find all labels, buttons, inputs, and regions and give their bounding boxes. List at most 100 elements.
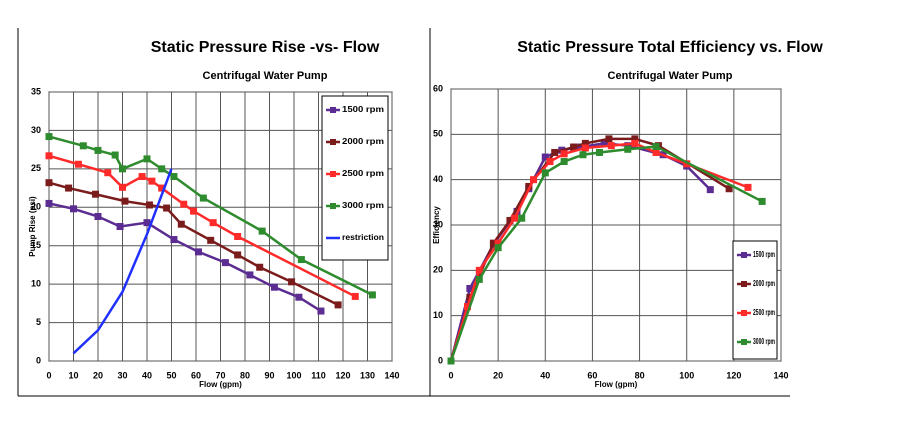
data-point <box>207 236 215 244</box>
data-point <box>92 190 100 198</box>
data-point <box>177 220 185 228</box>
data-point <box>560 158 568 166</box>
data-point <box>45 179 53 187</box>
chart-subtitle: Centrifugal Water Pump <box>203 70 328 82</box>
data-point <box>317 307 325 315</box>
data-point <box>163 204 171 212</box>
data-point <box>466 284 474 292</box>
data-point <box>74 160 82 168</box>
legend-label: 2000 rpm <box>753 279 775 288</box>
chart-title: Static Pressure Rise -vs- Flow <box>151 39 380 56</box>
data-point <box>288 278 296 286</box>
data-point <box>447 357 455 365</box>
data-point <box>368 291 376 299</box>
data-point <box>119 183 126 191</box>
legend-label: 2000 rpm <box>342 137 384 146</box>
data-point <box>631 139 639 147</box>
data-point <box>596 148 603 156</box>
data-point <box>560 150 568 158</box>
data-point <box>158 165 166 173</box>
data-point <box>45 133 53 141</box>
x-tick-label: 100 <box>286 370 301 380</box>
data-point <box>494 244 502 252</box>
data-point <box>143 155 151 163</box>
x-tick-label: 70 <box>215 370 225 380</box>
x-axis-label: Flow (gpm) <box>595 380 638 389</box>
y-tick-label: 10 <box>31 279 41 289</box>
y-tick-label: 30 <box>433 219 443 229</box>
data-point <box>518 214 526 222</box>
x-tick-label: 100 <box>679 370 694 380</box>
data-point <box>145 201 153 209</box>
x-tick-label: 40 <box>142 370 152 380</box>
legend-label: 1500 rpm <box>753 250 775 259</box>
x-tick-label: 130 <box>360 370 375 380</box>
legend-label: 3000 rpm <box>342 201 384 210</box>
data-point <box>605 135 613 143</box>
chart-title: Static Pressure Total Efficiency vs. Flo… <box>517 39 823 56</box>
data-point <box>190 207 198 215</box>
data-point <box>577 143 585 151</box>
y-tick-label: 0 <box>36 355 41 365</box>
y-tick-label: 60 <box>433 83 443 93</box>
data-point <box>600 139 608 147</box>
data-point <box>119 165 126 173</box>
data-point <box>725 185 733 193</box>
legend-marker <box>741 252 747 258</box>
data-point <box>111 151 119 159</box>
y-tick-label: 10 <box>433 310 443 320</box>
data-point <box>65 184 73 192</box>
data-point <box>295 293 303 301</box>
data-point <box>297 256 305 264</box>
y-tick-label: 35 <box>31 86 41 96</box>
data-point <box>45 152 53 160</box>
data-point <box>104 169 112 177</box>
data-point <box>334 301 342 309</box>
y-tick-label: 40 <box>433 174 443 184</box>
data-point <box>258 227 266 235</box>
x-tick-label: 50 <box>166 370 176 380</box>
series-line <box>48 154 356 298</box>
x-tick-label: 40 <box>540 370 550 380</box>
x-tick-label: 30 <box>117 370 127 380</box>
legend-label: 2500 rpm <box>342 169 384 178</box>
y-tick-label: 50 <box>433 129 443 139</box>
data-point <box>511 214 519 222</box>
legend-marker <box>330 171 336 177</box>
x-tick-label: 20 <box>93 370 103 380</box>
x-tick-label: 140 <box>773 370 788 380</box>
legend-label: restriction <box>342 233 384 242</box>
legend-marker <box>741 281 747 287</box>
data-point <box>246 271 254 279</box>
data-point <box>551 148 559 156</box>
x-tick-label: 60 <box>191 370 201 380</box>
y-axis-label: Efficiency <box>432 206 441 244</box>
data-point <box>464 303 471 311</box>
legend-box <box>732 240 778 360</box>
x-tick-label: 80 <box>240 370 250 380</box>
data-point <box>143 219 151 227</box>
x-tick-label: 140 <box>384 370 399 380</box>
y-tick-label: 15 <box>31 240 41 250</box>
data-point <box>158 184 166 192</box>
y-tick-label: 30 <box>31 125 41 135</box>
y-tick-label: 20 <box>433 265 443 275</box>
legend-marker <box>330 139 336 145</box>
x-tick-label: 120 <box>335 370 350 380</box>
series-line <box>72 168 173 355</box>
data-point <box>530 176 537 184</box>
x-tick-label: 60 <box>587 370 597 380</box>
data-point <box>652 143 660 151</box>
data-point <box>744 183 752 191</box>
data-point <box>256 263 264 271</box>
data-point <box>148 177 156 185</box>
data-point <box>221 259 229 267</box>
y-tick-label: 25 <box>31 163 41 173</box>
data-point <box>546 158 554 166</box>
data-point <box>489 239 497 247</box>
chart-subtitle: Centrifugal Water Pump <box>608 70 733 82</box>
x-tick-label: 90 <box>264 370 274 380</box>
data-point <box>607 142 615 150</box>
legend-marker <box>741 339 747 345</box>
y-tick-label: 0 <box>438 355 443 365</box>
